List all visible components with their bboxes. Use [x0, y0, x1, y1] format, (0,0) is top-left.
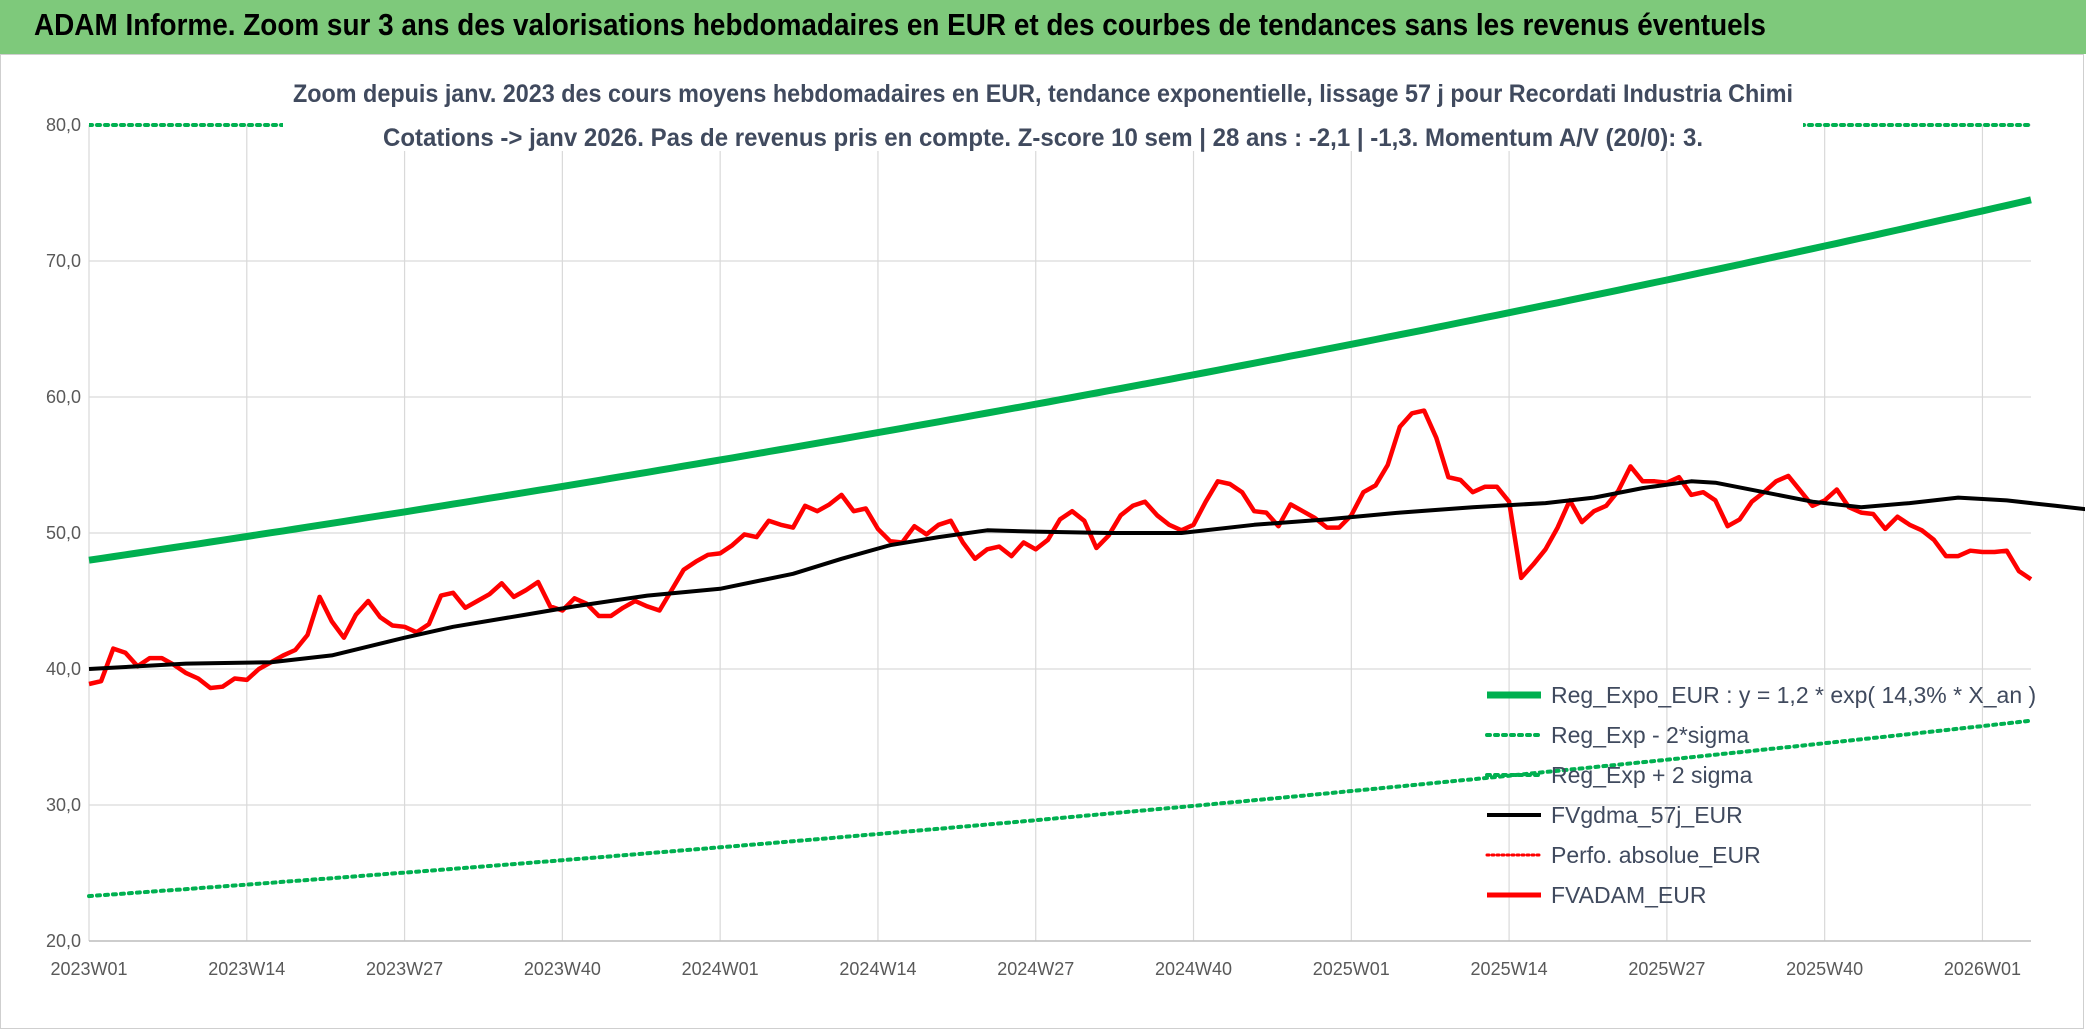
x-tick-label: 2025W01 — [1313, 959, 1390, 979]
legend-label: Reg_Exp - 2*sigma — [1551, 722, 1749, 748]
legend-label: FVgdma_57j_EUR — [1551, 802, 1743, 828]
title-banner: ADAM Informe. Zoom sur 3 ans des valoris… — [0, 0, 2086, 54]
series-fvadam-eur — [88, 408, 2033, 691]
x-tick-label: 2023W27 — [366, 959, 443, 979]
page-title: ADAM Informe. Zoom sur 3 ans des valoris… — [34, 7, 1766, 42]
y-tick-label: 80,0 — [46, 115, 81, 135]
series-reg-exp-minus-2sigma — [87, 718, 2033, 899]
x-tick-label: 2026W01 — [1944, 959, 2021, 979]
x-tick-label: 2024W14 — [839, 959, 916, 979]
x-tick-label: 2025W40 — [1786, 959, 1863, 979]
x-tick-label: 2023W40 — [524, 959, 601, 979]
x-tick-label: 2025W14 — [1471, 959, 1548, 979]
legend-label: Perfo. absolue_EUR — [1551, 842, 1761, 868]
legend-label: FVADAM_EUR — [1551, 882, 1707, 908]
series-layer — [87, 123, 2085, 899]
x-tick-label: 2023W14 — [208, 959, 285, 979]
chart-frame: 20,0 30,0 40,0 50,0 60,0 70,0 80,0 2023W01 2023W… — [0, 54, 2085, 1029]
axis-layer: 20,0 30,0 40,0 50,0 60,0 70,0 80,0 2023W01 2023W… — [46, 115, 2031, 979]
legend-label: Reg_Exp + 2 sigma — [1551, 762, 1753, 788]
chart-legend: Reg_Expo_EUR : y = 1,2 * exp( 14,3% * X_… — [1485, 682, 2036, 908]
y-tick-label: 50,0 — [46, 523, 81, 543]
y-tick-label: 40,0 — [46, 659, 81, 679]
series-fvgdma-57j-eur — [88, 479, 2085, 671]
x-tick-label: 2024W01 — [682, 959, 759, 979]
y-tick-label: 30,0 — [46, 795, 81, 815]
x-tick-label: 2025W27 — [1628, 959, 1705, 979]
chart-svg: 20,0 30,0 40,0 50,0 60,0 70,0 80,0 2023W01 2023W… — [46, 73, 2085, 979]
chart-subtitle-line2: Cotations -> janv 2026. Pas de revenus p… — [383, 124, 1703, 152]
y-tick-label: 70,0 — [46, 251, 81, 271]
x-tick-label: 2024W40 — [1155, 959, 1232, 979]
legend-label: Reg_Expo_EUR : y = 1,2 * exp( 14,3% * X_… — [1551, 682, 2036, 708]
subtitle-backdrop — [283, 73, 1803, 151]
y-tick-label: 20,0 — [46, 931, 81, 951]
x-tick-label: 2023W01 — [50, 959, 127, 979]
x-tick-label: 2024W27 — [997, 959, 1074, 979]
series-reg-expo-eur — [88, 196, 2032, 564]
y-tick-label: 60,0 — [46, 387, 81, 407]
chart-subtitle-line1: Zoom depuis janv. 2023 des cours moyens … — [293, 80, 1793, 108]
